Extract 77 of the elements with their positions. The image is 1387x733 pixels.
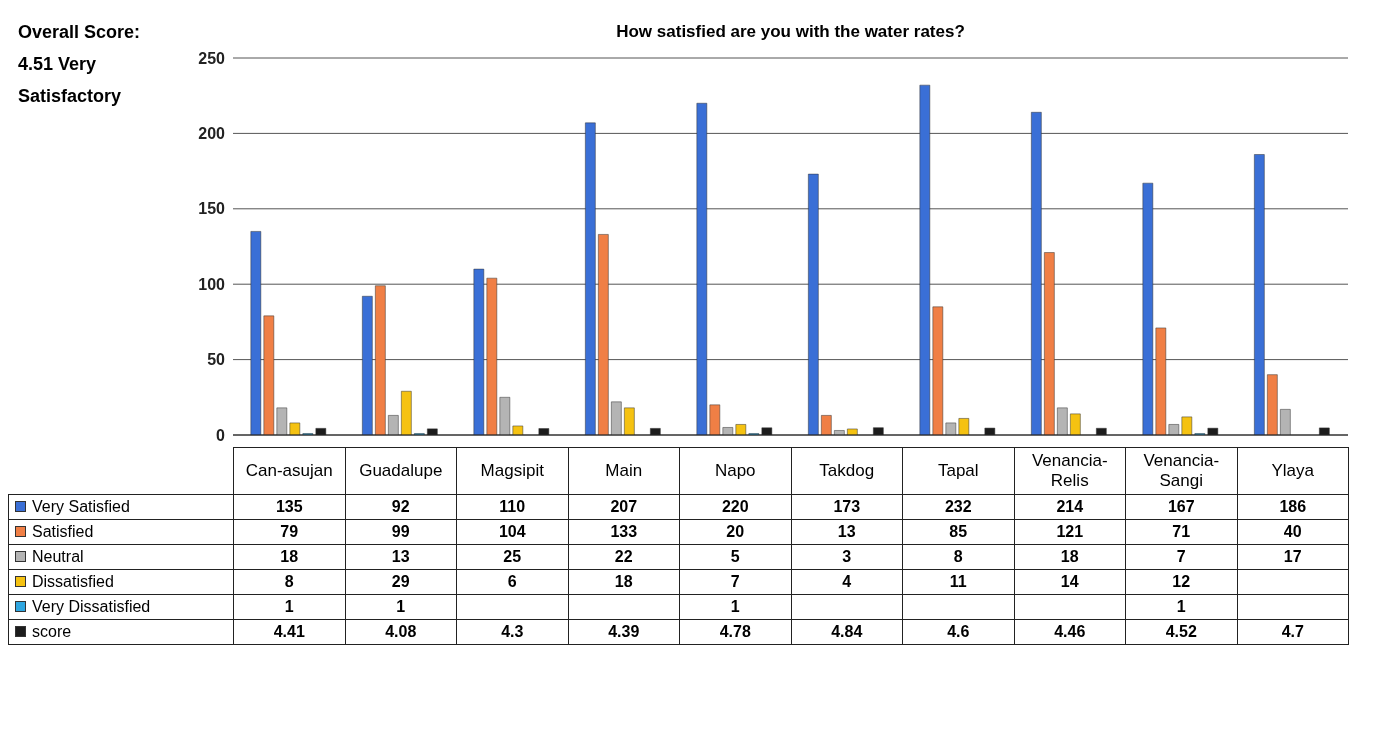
data-label: 25 [456, 544, 568, 570]
y-tick-label: 150 [198, 200, 226, 218]
x-tick-label: Takdog [791, 447, 903, 495]
legend-label: Dissatisfied [8, 569, 234, 595]
data-label: 3 [791, 544, 903, 570]
data-label: 104 [456, 519, 568, 545]
data-label: 133 [568, 519, 680, 545]
data-label: 4.3 [456, 619, 568, 645]
data-label: 6 [456, 569, 568, 595]
x-tick-label: Main [568, 447, 680, 495]
data-label: 7 [1125, 544, 1237, 570]
data-label: 99 [345, 519, 457, 545]
data-label: 29 [345, 569, 457, 595]
data-label: 207 [568, 494, 680, 520]
data-label: 1 [233, 594, 345, 620]
data-label: 18 [233, 544, 345, 570]
data-label: 110 [456, 494, 568, 520]
data-label: 71 [1125, 519, 1237, 545]
data-label: 7 [679, 569, 791, 595]
y-tick-label: 250 [198, 49, 226, 67]
x-tick-label: Ylaya [1237, 447, 1349, 495]
data-label: 121 [1014, 519, 1126, 545]
data-label: 4 [791, 569, 903, 595]
text: Overall Score: 4.51 Very Satisfactory [18, 16, 168, 112]
data-label: 11 [902, 569, 1014, 595]
data-label: 232 [902, 494, 1014, 520]
x-tick-label: Venancia-Sangi [1125, 447, 1237, 495]
data-label: 167 [1125, 494, 1237, 520]
legend-label: Satisfied [8, 519, 234, 545]
data-label: 4.6 [902, 619, 1014, 645]
x-tick-label: Venancia-Relis [1014, 447, 1126, 495]
data-label: 1 [1125, 594, 1237, 620]
data-label: 85 [902, 519, 1014, 545]
data-label: 4.52 [1125, 619, 1237, 645]
data-label: 173 [791, 494, 903, 520]
y-tick-label: 100 [198, 275, 226, 293]
data-label: 4.46 [1014, 619, 1126, 645]
data-label: 135 [233, 494, 345, 520]
data-label: 186 [1237, 494, 1349, 520]
data-label: 13 [345, 544, 457, 570]
data-label: 4.84 [791, 619, 903, 645]
data-label: 4.39 [568, 619, 680, 645]
data-label: 4.41 [233, 619, 345, 645]
data-label: 40 [1237, 519, 1349, 545]
data-label: 4.7 [1237, 619, 1349, 645]
data-label: 12 [1125, 569, 1237, 595]
x-tick-label: Tapal [902, 447, 1014, 495]
data-label: 18 [568, 569, 680, 595]
data-label: 220 [679, 494, 791, 520]
data-label: 4.78 [679, 619, 791, 645]
data-label: 18 [1014, 544, 1126, 570]
data-label: 1 [345, 594, 457, 620]
data-label: 8 [902, 544, 1014, 570]
legend-label: score [8, 619, 234, 645]
legend-label: Very Dissatisfied [8, 594, 234, 620]
x-tick-label: Magsipit [456, 447, 568, 495]
x-tick-label: Can-asujan [233, 447, 345, 495]
data-label: 8 [233, 569, 345, 595]
y-tick-label: 200 [198, 125, 226, 143]
data-label: 79 [233, 519, 345, 545]
y-tick-label: 50 [207, 351, 226, 369]
data-label: 1 [679, 594, 791, 620]
legend-label: Neutral [8, 544, 234, 570]
data-label: 214 [1014, 494, 1126, 520]
data-label: 13 [791, 519, 903, 545]
y-tick-label: 0 [216, 426, 226, 444]
chart-title: How satisfied are you with the water rates? [615, 22, 966, 42]
legend-label: Very Satisfied [8, 494, 234, 520]
data-label: 22 [568, 544, 680, 570]
data-label: 5 [679, 544, 791, 570]
data-label: 92 [345, 494, 457, 520]
data-label: 4.08 [345, 619, 457, 645]
x-tick-label: Guadalupe [345, 447, 457, 495]
data-label: 17 [1237, 544, 1349, 570]
data-label: 14 [1014, 569, 1126, 595]
data-label: 20 [679, 519, 791, 545]
x-tick-label: Napo [679, 447, 791, 495]
